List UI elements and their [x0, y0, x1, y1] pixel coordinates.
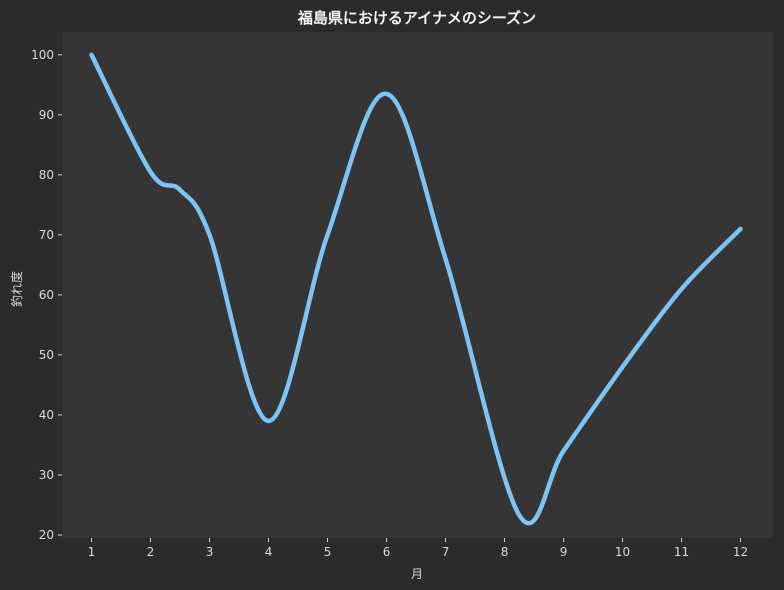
y-tick-label: 30 — [39, 468, 54, 482]
x-axis-ticks: 1 2 3 4 5 6 7 8 9 10 11 12 — [88, 538, 748, 559]
x-axis-title: 月 — [411, 567, 423, 581]
series-layer — [89, 52, 743, 526]
x-tick-label: 2 — [147, 545, 155, 559]
x-tick-label: 5 — [324, 545, 332, 559]
x-tick-label: 3 — [206, 545, 214, 559]
y-tick-label: 100 — [31, 48, 54, 62]
y-tick-label: 20 — [39, 528, 54, 542]
y-tick-label: 70 — [39, 228, 54, 242]
x-tick-label: 8 — [501, 545, 509, 559]
y-tick-label: 90 — [39, 108, 54, 122]
chart-title: 福島県におけるアイナメのシーズン — [297, 9, 536, 27]
x-tick-label: 11 — [674, 545, 689, 559]
x-tick-label: 4 — [265, 545, 273, 559]
x-tick-label: 1 — [88, 545, 96, 559]
y-tick-label: 60 — [39, 288, 54, 302]
x-tick-label: 9 — [560, 545, 568, 559]
y-tick-label: 80 — [39, 168, 54, 182]
y-axis-ticks: 20 30 40 50 60 70 80 90 100 — [31, 48, 62, 542]
x-tick-label: 6 — [383, 545, 391, 559]
y-tick-label: 40 — [39, 408, 54, 422]
y-tick-label: 50 — [39, 348, 54, 362]
x-tick-label: 7 — [442, 545, 450, 559]
series-line — [89, 52, 743, 526]
plot-area — [62, 32, 773, 538]
x-tick-label: 10 — [615, 545, 630, 559]
x-tick-label: 12 — [733, 545, 748, 559]
y-axis-title: 釣れ度 — [9, 271, 24, 307]
